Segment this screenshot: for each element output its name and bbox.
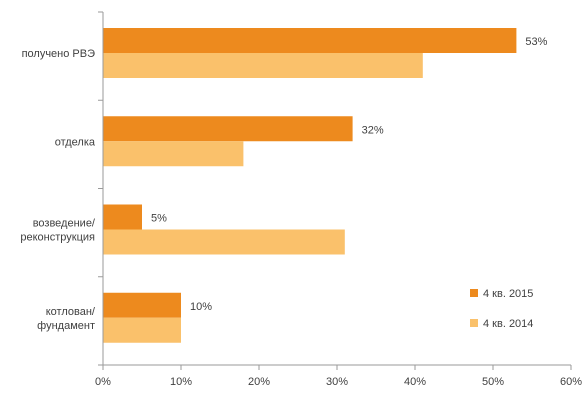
legend: 4 кв. 2015 4 кв. 2014: [470, 288, 533, 330]
bar-series1-3: [103, 292, 181, 318]
category-label-1: отделка: [55, 136, 96, 148]
bar-series2-2: [103, 229, 345, 255]
data-label-2: 5%: [151, 213, 167, 225]
data-labels: 53% 32% 5% 10%: [151, 36, 548, 313]
category-label-2: возведение/реконструкция: [20, 218, 96, 244]
bar-series2-1: [103, 141, 244, 167]
category-label-0: получено РВЭ: [22, 48, 96, 60]
bar-series1-0: [103, 28, 517, 53]
legend-label: 4 кв. 2014: [483, 318, 533, 330]
x-tick-label: 30%: [326, 376, 348, 388]
x-tick-label: 20%: [248, 376, 270, 388]
data-label-1: 32%: [362, 124, 384, 136]
x-tick-label: 10%: [170, 376, 192, 388]
legend-swatch: [470, 289, 478, 297]
legend-label: 4 кв. 2015: [483, 288, 533, 300]
x-tick-label: 40%: [404, 376, 426, 388]
legend-swatch: [470, 319, 478, 327]
bar-series1-1: [103, 116, 353, 142]
x-tick-label: 60%: [560, 376, 582, 388]
x-tick-label: 50%: [482, 376, 504, 388]
data-label-3: 10%: [190, 301, 212, 313]
data-label-0: 53%: [525, 36, 547, 48]
category-labels: получено РВЭ отделка возведение/реконструк…: [20, 48, 96, 332]
category-label-3: котлован/фундамент: [37, 306, 96, 332]
axes: 0% 10% 20% 30% 40% 50% 60%: [95, 11, 582, 388]
bar-series2-0: [103, 53, 423, 78]
x-tick-label: 0%: [95, 376, 111, 388]
bar-series1-2: [103, 204, 142, 230]
bar-series2-3: [103, 317, 181, 343]
bars: [103, 28, 517, 343]
